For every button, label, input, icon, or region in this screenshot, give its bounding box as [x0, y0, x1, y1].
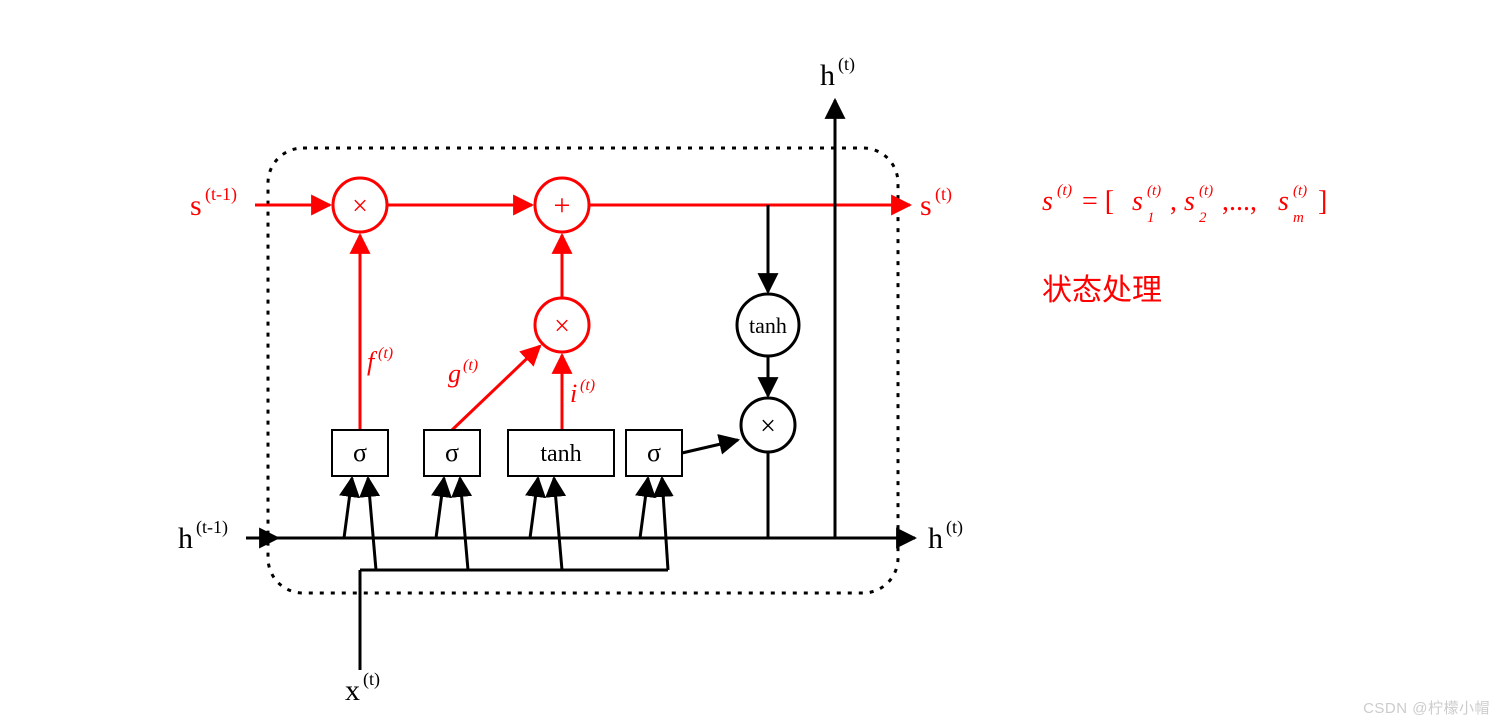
svg-text:h: h	[178, 522, 193, 555]
svg-text:(t): (t)	[463, 357, 478, 374]
node-plus: +	[535, 178, 589, 232]
label-i: i (t)	[570, 377, 595, 408]
svg-text:1: 1	[1147, 210, 1155, 226]
svg-text:(t-1): (t-1)	[205, 184, 237, 205]
svg-text:s: s	[1184, 186, 1195, 217]
svg-text:= [: = [	[1082, 186, 1114, 217]
svg-text:(t): (t)	[1057, 182, 1072, 199]
svg-text:x: x	[345, 674, 360, 707]
gate-sigma2: σ	[424, 430, 480, 476]
svg-text:s: s	[1042, 186, 1053, 217]
svg-text:s: s	[1132, 186, 1143, 217]
label-g: g (t)	[448, 357, 478, 388]
svg-text:(t): (t)	[935, 184, 952, 205]
svg-text:h: h	[928, 522, 943, 555]
label-f: f (t)	[367, 345, 393, 376]
svg-text:f: f	[367, 347, 378, 376]
svg-text:h: h	[820, 59, 835, 92]
svg-text:tanh: tanh	[749, 313, 787, 338]
svg-text:tanh: tanh	[540, 441, 581, 467]
edge-o-mult3	[682, 440, 738, 453]
svg-text:(t): (t)	[378, 345, 393, 362]
svg-text:σ: σ	[647, 438, 661, 467]
label-s-out: s (t)	[920, 184, 952, 222]
svg-text:σ: σ	[353, 438, 367, 467]
svg-text:,: ,	[1170, 186, 1177, 217]
svg-text:(t): (t)	[1199, 183, 1213, 199]
svg-text:×: ×	[352, 191, 368, 222]
svg-text:(t-1): (t-1)	[196, 517, 228, 538]
svg-text:(t): (t)	[1293, 183, 1307, 199]
node-mult1: ×	[333, 178, 387, 232]
label-h-out: h (t)	[928, 517, 963, 555]
caption: 状态处理	[1042, 274, 1162, 307]
svg-text:m: m	[1293, 210, 1304, 226]
label-x-in: x (t)	[345, 669, 380, 707]
svg-text:(t): (t)	[838, 54, 855, 75]
node-tanh-circle: tanh	[737, 294, 799, 356]
svg-text:i: i	[570, 379, 577, 408]
svg-text:,...,: ,...,	[1222, 186, 1257, 217]
lstm-cell-diagram: × + × tanh	[0, 0, 1508, 728]
svg-text:]: ]	[1318, 186, 1327, 217]
gate-tanh: tanh	[508, 430, 614, 476]
equation-s: s (t) = [ s 1 (t) , s 2 (t) ,..., s m (t…	[1042, 182, 1327, 226]
watermark: CSDN @柠檬小帽	[1363, 697, 1490, 718]
svg-text:s: s	[1278, 186, 1289, 217]
svg-text:(t): (t)	[946, 517, 963, 538]
svg-text:s: s	[190, 189, 202, 222]
label-h-prev: h (t-1)	[178, 517, 228, 555]
svg-text:(t): (t)	[363, 669, 380, 690]
label-h-top: h (t)	[820, 54, 855, 92]
node-mult3: ×	[741, 398, 795, 452]
svg-text:s: s	[920, 189, 932, 222]
svg-text:×: ×	[760, 411, 776, 442]
svg-text:(t): (t)	[1147, 183, 1161, 199]
svg-text:(t): (t)	[580, 377, 595, 394]
label-s-prev: s (t-1)	[190, 184, 237, 222]
svg-text:g: g	[448, 359, 461, 388]
gate-sigma1: σ	[332, 430, 388, 476]
svg-text:σ: σ	[445, 438, 459, 467]
svg-text:×: ×	[554, 311, 570, 342]
gate-sigma3: σ	[626, 430, 682, 476]
node-mult2: ×	[535, 298, 589, 352]
svg-text:2: 2	[1199, 210, 1207, 226]
svg-text:+: +	[554, 189, 571, 222]
